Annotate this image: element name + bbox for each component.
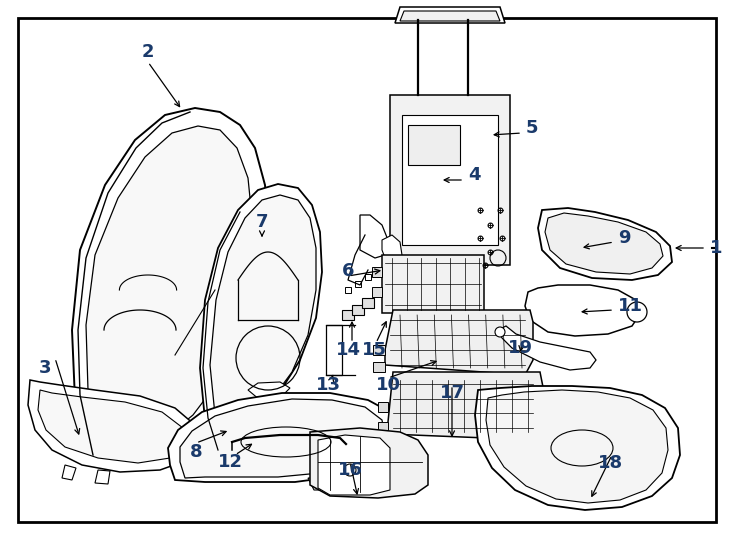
Text: 1: 1 [710, 239, 722, 257]
Polygon shape [382, 235, 402, 262]
Polygon shape [378, 422, 388, 432]
Polygon shape [372, 287, 382, 297]
Polygon shape [86, 126, 253, 450]
Polygon shape [538, 208, 672, 280]
Text: 12: 12 [217, 453, 242, 471]
Text: 6: 6 [342, 262, 355, 280]
Polygon shape [390, 95, 510, 265]
Polygon shape [400, 11, 500, 21]
Polygon shape [475, 386, 680, 510]
Text: 17: 17 [440, 384, 465, 402]
Polygon shape [408, 125, 460, 165]
Polygon shape [95, 470, 110, 484]
Polygon shape [378, 402, 388, 412]
Text: 4: 4 [468, 166, 481, 184]
Polygon shape [72, 108, 270, 465]
Polygon shape [310, 428, 428, 498]
Text: 16: 16 [338, 461, 363, 479]
Text: 7: 7 [255, 213, 268, 231]
Polygon shape [326, 325, 342, 375]
Text: 15: 15 [362, 341, 387, 359]
Polygon shape [525, 285, 640, 336]
Text: 14: 14 [335, 341, 360, 359]
Polygon shape [360, 215, 388, 258]
Text: 8: 8 [189, 443, 203, 461]
Polygon shape [248, 382, 290, 400]
Text: 18: 18 [597, 454, 622, 472]
Text: 5: 5 [526, 119, 539, 137]
Polygon shape [362, 298, 374, 308]
Polygon shape [318, 435, 390, 495]
Polygon shape [373, 345, 385, 355]
Polygon shape [382, 255, 484, 313]
Polygon shape [168, 393, 395, 482]
Polygon shape [486, 390, 668, 503]
Text: 10: 10 [376, 376, 401, 394]
Polygon shape [180, 399, 385, 478]
Polygon shape [352, 305, 364, 315]
Polygon shape [498, 326, 596, 370]
Text: 2: 2 [142, 43, 154, 61]
Polygon shape [342, 310, 354, 320]
Polygon shape [38, 390, 190, 463]
Polygon shape [402, 115, 498, 245]
Polygon shape [545, 213, 663, 274]
Text: 11: 11 [618, 297, 643, 315]
Text: 9: 9 [618, 229, 631, 247]
Text: 19: 19 [507, 339, 532, 357]
Polygon shape [308, 478, 330, 490]
Text: 13: 13 [316, 376, 341, 394]
Polygon shape [210, 195, 316, 448]
Polygon shape [200, 184, 322, 455]
Text: 3: 3 [39, 359, 51, 377]
Polygon shape [388, 372, 543, 440]
Circle shape [627, 302, 647, 322]
Polygon shape [28, 380, 200, 472]
Polygon shape [62, 465, 76, 480]
Polygon shape [373, 362, 385, 372]
Polygon shape [385, 310, 533, 375]
Polygon shape [372, 267, 382, 277]
Circle shape [495, 327, 505, 337]
Polygon shape [395, 7, 505, 23]
